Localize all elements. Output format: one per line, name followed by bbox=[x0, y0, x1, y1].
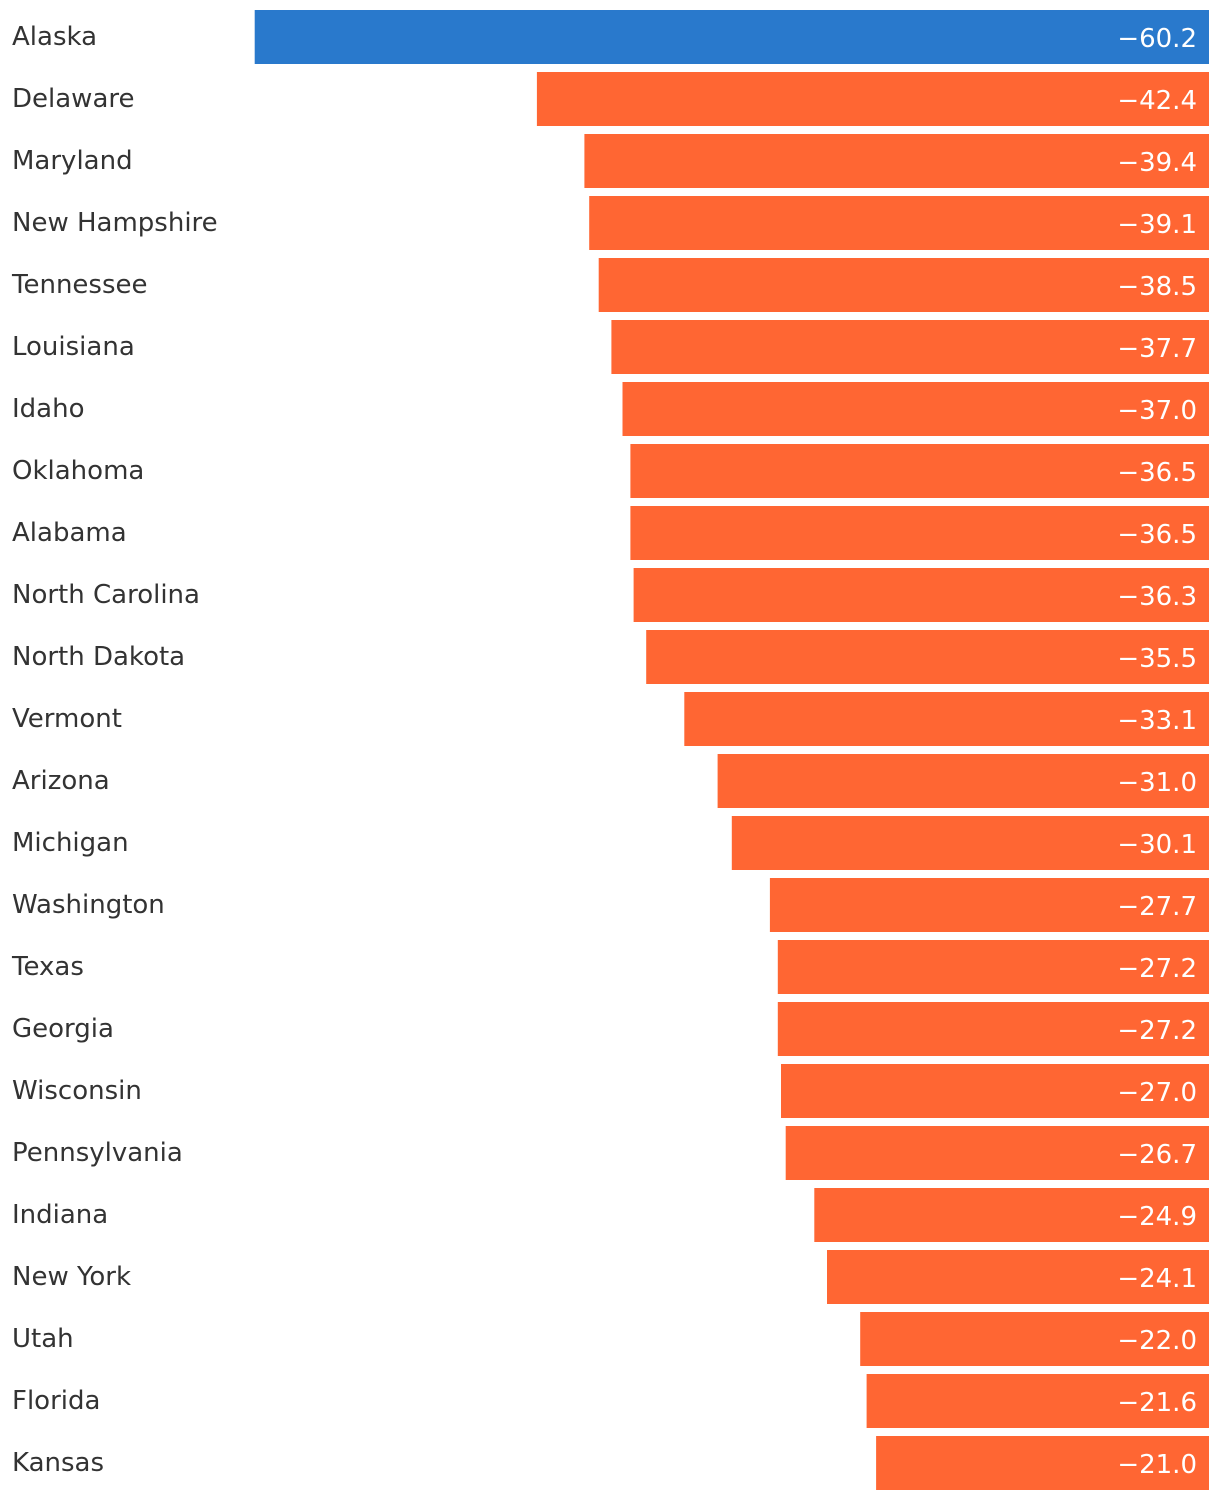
value-label-idaho: −37.0 bbox=[1117, 396, 1197, 426]
value-label-arizona: −31.0 bbox=[1117, 768, 1197, 798]
value-label-north-dakota: −35.5 bbox=[1117, 644, 1197, 674]
category-label-vermont: Vermont bbox=[12, 704, 122, 734]
category-label-maryland: Maryland bbox=[12, 146, 133, 176]
value-label-new-hampshire: −39.1 bbox=[1117, 210, 1197, 240]
bar-alabama bbox=[630, 506, 1209, 560]
value-label-north-carolina: −36.3 bbox=[1117, 582, 1197, 612]
value-label-new-york: −24.1 bbox=[1117, 1264, 1197, 1294]
value-label-georgia: −27.2 bbox=[1117, 1016, 1197, 1046]
bar-louisiana bbox=[611, 320, 1209, 374]
category-label-new-hampshire: New Hampshire bbox=[12, 208, 218, 238]
category-label-alabama: Alabama bbox=[12, 518, 127, 548]
bar-wisconsin bbox=[781, 1064, 1209, 1118]
category-label-michigan: Michigan bbox=[12, 828, 129, 858]
value-label-vermont: −33.1 bbox=[1117, 706, 1197, 736]
value-label-alabama: −36.5 bbox=[1117, 520, 1197, 550]
bar-washington bbox=[769, 878, 1209, 932]
bar-utah bbox=[860, 1312, 1209, 1366]
value-label-maryland: −39.4 bbox=[1117, 148, 1197, 178]
category-label-indiana: Indiana bbox=[12, 1200, 108, 1230]
category-label-louisiana: Louisiana bbox=[12, 332, 135, 362]
category-label-utah: Utah bbox=[12, 1324, 74, 1354]
category-label-arizona: Arizona bbox=[12, 766, 110, 796]
bar-texas bbox=[777, 940, 1209, 994]
bar-tennessee bbox=[598, 258, 1209, 312]
bar-florida bbox=[866, 1374, 1209, 1428]
category-label-georgia: Georgia bbox=[12, 1014, 114, 1044]
category-label-new-york: New York bbox=[12, 1262, 131, 1292]
value-label-oklahoma: −36.5 bbox=[1117, 458, 1197, 488]
value-label-indiana: −24.9 bbox=[1117, 1202, 1197, 1232]
value-label-alaska: −60.2 bbox=[1117, 24, 1197, 54]
value-label-michigan: −30.1 bbox=[1117, 830, 1197, 860]
category-label-florida: Florida bbox=[12, 1386, 100, 1416]
category-label-north-carolina: North Carolina bbox=[12, 580, 200, 610]
value-label-kansas: −21.0 bbox=[1117, 1450, 1197, 1480]
value-label-texas: −27.2 bbox=[1117, 954, 1197, 984]
category-label-oklahoma: Oklahoma bbox=[12, 456, 144, 486]
bar-north-dakota bbox=[646, 630, 1209, 684]
bar-new-hampshire bbox=[589, 196, 1209, 250]
category-label-wisconsin: Wisconsin bbox=[12, 1076, 142, 1106]
category-label-kansas: Kansas bbox=[12, 1448, 104, 1478]
category-label-pennsylvania: Pennsylvania bbox=[12, 1138, 183, 1168]
value-label-delaware: −42.4 bbox=[1117, 86, 1197, 116]
bar-new-york bbox=[827, 1250, 1209, 1304]
bar-arizona bbox=[717, 754, 1209, 808]
category-label-tennessee: Tennessee bbox=[11, 270, 148, 300]
value-label-tennessee: −38.5 bbox=[1117, 272, 1197, 302]
bar-kansas bbox=[876, 1436, 1209, 1490]
bar-georgia bbox=[777, 1002, 1209, 1056]
value-label-pennsylvania: −26.7 bbox=[1117, 1140, 1197, 1170]
value-label-louisiana: −37.7 bbox=[1117, 334, 1197, 364]
bar-michigan bbox=[731, 816, 1209, 870]
bar-delaware bbox=[536, 72, 1209, 126]
category-label-north-dakota: North Dakota bbox=[12, 642, 185, 672]
category-label-texas: Texas bbox=[11, 952, 84, 982]
bar-north-carolina bbox=[633, 568, 1209, 622]
value-label-utah: −22.0 bbox=[1117, 1326, 1197, 1356]
bar-indiana bbox=[814, 1188, 1209, 1242]
value-label-wisconsin: −27.0 bbox=[1117, 1078, 1197, 1108]
bar-maryland bbox=[584, 134, 1209, 188]
category-label-washington: Washington bbox=[12, 890, 165, 920]
category-label-alaska: Alaska bbox=[12, 22, 97, 52]
bar-idaho bbox=[622, 382, 1209, 436]
category-label-delaware: Delaware bbox=[12, 84, 134, 114]
bar-alaska bbox=[254, 10, 1209, 64]
value-label-washington: −27.7 bbox=[1117, 892, 1197, 922]
value-label-florida: −21.6 bbox=[1117, 1388, 1197, 1418]
bar-oklahoma bbox=[630, 444, 1209, 498]
bar-pennsylvania bbox=[785, 1126, 1209, 1180]
category-label-idaho: Idaho bbox=[12, 394, 85, 424]
bar-vermont bbox=[684, 692, 1209, 746]
